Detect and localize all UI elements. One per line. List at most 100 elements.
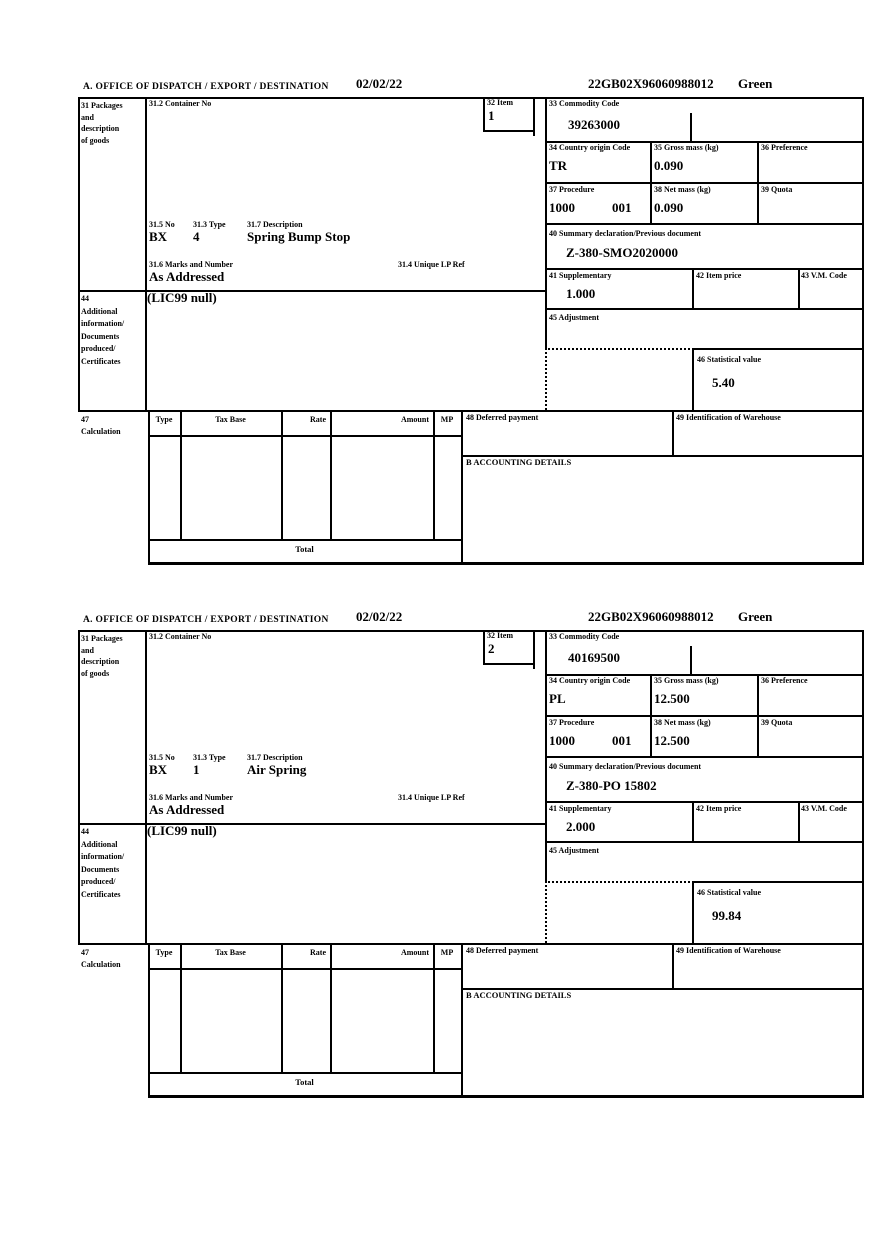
grid-line — [148, 435, 461, 437]
dotted-line — [545, 881, 694, 883]
grid-line — [148, 410, 150, 562]
grid-line — [461, 943, 463, 1095]
unique-lp-ref-label: 31.4 Unique LP Ref — [398, 793, 465, 802]
grid-line — [650, 141, 652, 225]
grid-line — [533, 97, 535, 136]
goods-description-value: Air Spring — [247, 762, 307, 777]
grid-line — [483, 130, 535, 132]
grid-line — [433, 410, 435, 541]
calc-col-amount: Amount — [400, 415, 429, 424]
unique-lp-ref-label: 31.4 Unique LP Ref — [398, 260, 465, 269]
grid-line — [78, 630, 862, 632]
procedure-label: 37 Procedure — [549, 718, 595, 727]
total-label: Total — [295, 544, 314, 554]
commodity-code-value: 39263000 — [568, 117, 620, 132]
grid-line — [533, 630, 535, 669]
grid-line — [180, 410, 182, 541]
calculation-label: 47 Calculation — [81, 948, 121, 969]
gross-mass-value: 12.500 — [654, 691, 690, 706]
grid-line — [545, 97, 547, 350]
grid-line — [148, 1072, 463, 1074]
grid-line — [692, 801, 694, 843]
packages-type-label: 31.3 Type — [193, 753, 226, 762]
calc-col-mp: MP — [440, 415, 454, 424]
warehouse-id-label: 49 Identification of Warehouse — [676, 413, 781, 422]
country-origin-value: TR — [549, 158, 568, 173]
grid-line — [78, 630, 80, 945]
grid-line — [545, 223, 862, 225]
declaration-date: 02/02/22 — [356, 76, 403, 91]
additional-information-label: 44 Additional information/ Documents pro… — [81, 294, 125, 366]
item-price-label: 42 Item price — [696, 804, 742, 813]
item-price-label: 42 Item price — [696, 271, 742, 280]
net-mass-value: 12.500 — [654, 733, 690, 748]
quota-label: 39 Quota — [761, 185, 793, 194]
preference-label: 36 Preference — [761, 143, 808, 152]
packages-type-value: 4 — [193, 229, 200, 244]
commodity-code-separator — [690, 646, 692, 674]
packages-description-label: 31 Packages and description of goods — [81, 634, 123, 678]
grid-line — [692, 348, 694, 410]
procedure-ext-value: 001 — [612, 733, 632, 748]
procedure-label: 37 Procedure — [549, 185, 595, 194]
calc-col-rate: Rate — [310, 415, 326, 424]
previous-document-label: 40 Summary declaration/Previous document — [549, 229, 702, 238]
grid-line — [483, 630, 485, 665]
packages-type-label: 31.3 Type — [193, 220, 226, 229]
statistical-value-label: 46 Statistical value — [697, 355, 761, 364]
grid-line — [862, 630, 864, 1098]
grid-line — [545, 268, 862, 270]
item-number-value: 2 — [488, 641, 495, 656]
grid-line — [545, 674, 862, 676]
grid-line — [483, 97, 485, 132]
grid-line — [545, 308, 862, 310]
grid-line — [148, 1095, 862, 1098]
commodity-code-value: 40169500 — [568, 650, 620, 665]
net-mass-label: 38 Net mass (kg) — [654, 185, 711, 194]
grid-line — [545, 141, 862, 143]
calc-col-type: Type — [155, 948, 173, 957]
calc-col-amount: Amount — [400, 948, 429, 957]
calc-col-tax-base: Tax Base — [215, 948, 246, 957]
grid-line — [148, 943, 150, 1095]
grid-line — [672, 410, 674, 457]
marks-and-number-label: 31.6 Marks and Number — [149, 260, 234, 269]
grid-line — [545, 756, 862, 758]
grid-line — [148, 968, 461, 970]
statistical-value: 5.40 — [712, 375, 735, 390]
goods-description-value: Spring Bump Stop — [247, 229, 351, 244]
grid-line — [545, 841, 862, 843]
grid-line — [692, 348, 862, 350]
grid-line — [78, 290, 547, 292]
supplementary-label: 41 Supplementary — [549, 271, 612, 280]
procedure-ext-value: 001 — [612, 200, 632, 215]
procedure-value: 1000 — [549, 200, 575, 215]
grid-line — [692, 268, 694, 310]
total-label: Total — [295, 1077, 314, 1087]
statistical-value: 99.84 — [712, 908, 742, 923]
grid-line — [78, 823, 547, 825]
net-mass-value: 0.090 — [654, 200, 684, 215]
grid-line — [462, 988, 862, 990]
grid-line — [545, 630, 547, 883]
grid-line — [545, 182, 862, 184]
quota-label: 39 Quota — [761, 718, 793, 727]
container-no-label: 31.2 Container No — [149, 99, 212, 108]
vm-code-label: 43 V.M. Code — [801, 804, 847, 813]
packages-no-label: 31.5 No — [149, 220, 175, 229]
supplementary-value: 1.000 — [566, 286, 596, 301]
grid-line — [180, 943, 182, 1074]
dotted-line — [545, 881, 547, 943]
packages-type-value: 1 — [193, 762, 200, 777]
grid-line — [78, 410, 862, 412]
marks-and-number-value: As Addressed — [149, 802, 225, 817]
description-label: 31.7 Description — [247, 220, 303, 229]
commodity-code-label: 33 Commodity Code — [549, 99, 620, 108]
procedure-value: 1000 — [549, 733, 575, 748]
marks-and-number-value: As Addressed — [149, 269, 225, 284]
description-label: 31.7 Description — [247, 753, 303, 762]
adjustment-label: 45 Adjustment — [549, 846, 600, 855]
sad-item-section: A. OFFICE OF DISPATCH / EXPORT / DESTINA… — [0, 76, 882, 570]
supplementary-value: 2.000 — [566, 819, 596, 834]
